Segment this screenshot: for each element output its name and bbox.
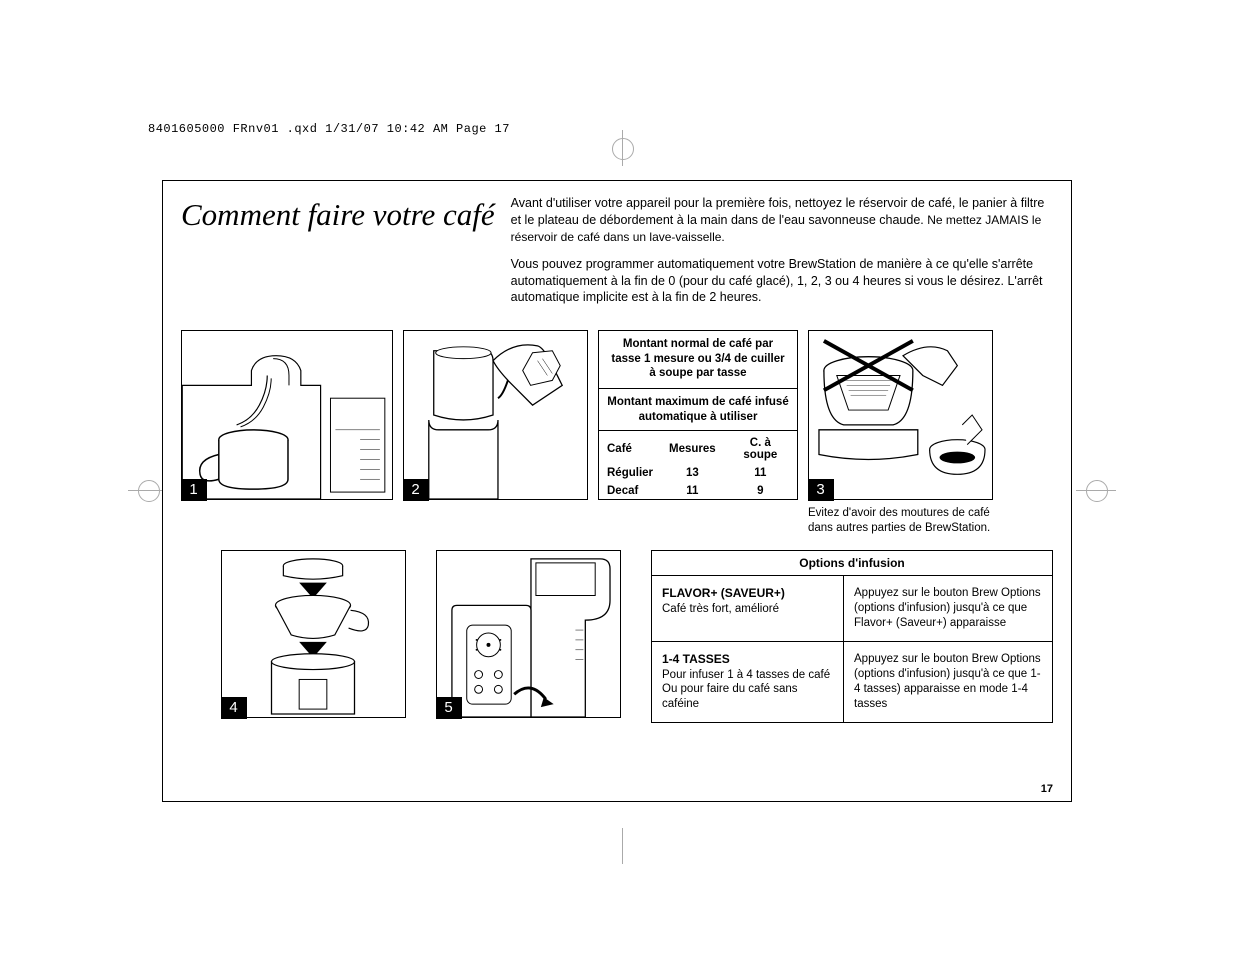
options-row-flavor: FLAVOR+ (SAVEUR+) Café très fort, amélio…: [652, 576, 1052, 642]
print-slug: 8401605000 FRnv01 .qxd 1/31/07 10:42 AM …: [148, 122, 510, 136]
cups-sub1: Pour infuser 1 à 4 tasses de café: [662, 668, 833, 683]
figure-4: 4: [221, 550, 406, 718]
intro-p1: Avant d'utiliser votre appareil pour la …: [511, 195, 1053, 246]
col-mesures: Mesures: [661, 431, 724, 465]
page-number: 17: [1041, 783, 1053, 795]
measure-header-2: Montant maximum de café infusé automatiq…: [599, 388, 797, 430]
measure-data: Café Mesures C. à soupe Régulier 13 11 D…: [599, 430, 797, 500]
crop-mark-bottom: [604, 828, 640, 864]
figure-3: 3: [808, 330, 993, 500]
row-2: 4: [181, 550, 1053, 723]
intro-p2: Vous pouvez programmer automatiquement v…: [511, 256, 1053, 307]
figure-2-illustration: [404, 331, 587, 499]
figure-4-number: 4: [221, 697, 247, 719]
flavor-sub: Café très fort, amélioré: [662, 602, 833, 617]
crop-mark-top: [604, 130, 640, 166]
options-row-cups: 1-4 TASSES Pour infuser 1 à 4 tasses de …: [652, 642, 1052, 722]
crop-mark-right: [1076, 470, 1116, 510]
figure-4-illustration: [222, 551, 405, 717]
options-cups-left: 1-4 TASSES Pour infuser 1 à 4 tasses de …: [652, 642, 844, 722]
figure-1-illustration: [182, 331, 392, 499]
figure-5: 5: [436, 550, 621, 718]
cups-sub2: Ou pour faire du café sans caféine: [662, 682, 833, 712]
options-title: Options d'infusion: [652, 551, 1052, 576]
page-title: Comment faire votre café: [181, 195, 495, 316]
page-frame: Comment faire votre café Avant d'utilise…: [162, 180, 1072, 802]
flavor-lead: FLAVOR+ (SAVEUR+): [662, 586, 833, 602]
measure-colhead-row: Café Mesures C. à soupe: [599, 431, 797, 465]
figure-3-caption: Evitez d'avoir des moutures de café dans…: [808, 506, 993, 536]
header-block: Comment faire votre café Avant d'utilise…: [181, 195, 1053, 316]
figure-2: 2: [403, 330, 588, 500]
options-flavor-left: FLAVOR+ (SAVEUR+) Café très fort, amélio…: [652, 576, 844, 641]
col-csoupe: C. à soupe: [724, 431, 797, 465]
options-flavor-right: Appuyez sur le bouton Brew Options (opti…: [844, 576, 1052, 641]
figure-5-illustration: [437, 551, 620, 717]
figure-3-number: 3: [808, 479, 834, 501]
figure-2-number: 2: [403, 479, 429, 501]
figure-5-number: 5: [436, 697, 462, 719]
measure-row-regulier: Régulier 13 11: [599, 464, 797, 482]
row-2-figures: 4: [221, 550, 621, 718]
brew-options-table: Options d'infusion FLAVOR+ (SAVEUR+) Caf…: [651, 550, 1053, 723]
col-cafe: Café: [599, 431, 661, 465]
figure-3-illustration: [809, 331, 992, 499]
intro-text: Avant d'utiliser votre appareil pour la …: [511, 195, 1053, 316]
options-cups-right: Appuyez sur le bouton Brew Options (opti…: [844, 642, 1052, 722]
cups-lead: 1-4 TASSES: [662, 652, 833, 668]
figure-1-number: 1: [181, 479, 207, 501]
measure-row-decaf: Decaf 11 9: [599, 482, 797, 500]
coffee-measure-table: Montant normal de café par tasse 1 mesur…: [598, 330, 798, 500]
figure-3-block: 3 Evitez d'avoir des moutures de café da…: [808, 330, 993, 536]
figure-1: 1: [181, 330, 393, 500]
row-1: 1 2 Montant normal de café par tasse 1 m…: [181, 330, 1053, 536]
measure-header-1: Montant normal de café par tasse 1 mesur…: [599, 331, 797, 388]
